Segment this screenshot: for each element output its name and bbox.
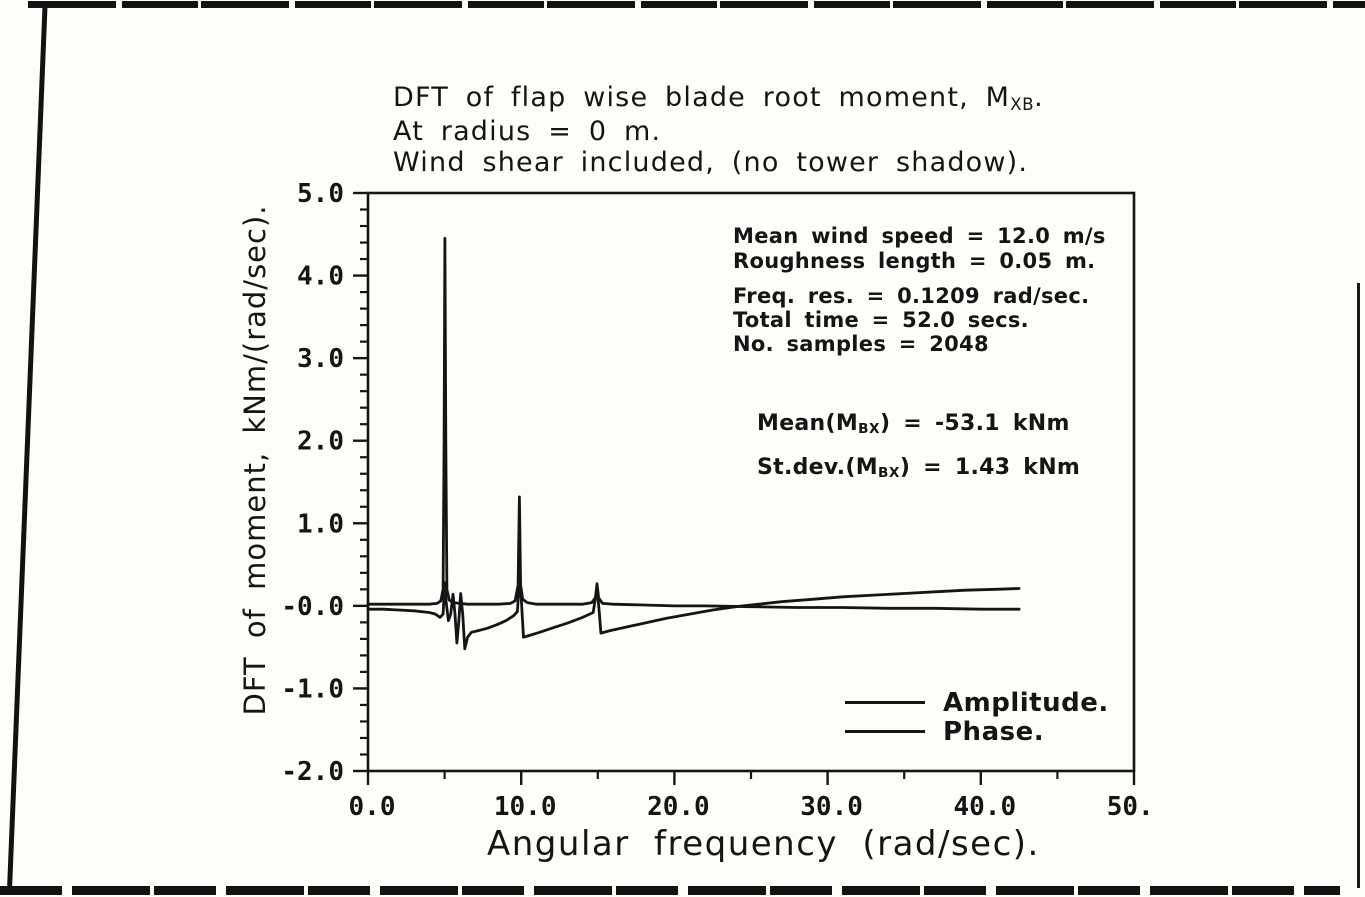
phase-line-sample <box>845 730 925 733</box>
dft-parameters-annotation: Freq. res. = 0.1209 rad/sec. Total time … <box>733 284 1089 356</box>
legend-label-amplitude: Amplitude. <box>943 687 1109 718</box>
y-tick-label: -2.0 <box>281 757 344 787</box>
wind-parameters-annotation: Mean wind speed = 12.0 m/s Roughness len… <box>733 224 1106 274</box>
y-tick-label: 1.0 <box>297 509 344 539</box>
title-line-1: DFT of flap wise blade root moment, MXB. <box>393 82 1044 114</box>
y-tick-label: 3.0 <box>297 344 344 374</box>
y-tick-label: -0.0 <box>281 592 344 622</box>
plot-frame <box>366 191 1136 773</box>
legend-item-phase: Phase. <box>845 716 1109 747</box>
scan-edge-left <box>7 5 48 891</box>
x-tick-label: 40.0 <box>953 792 1016 822</box>
x-tick-label: 50.0 <box>1107 792 1150 822</box>
annotation-line: No. samples = 2048 <box>733 332 989 356</box>
scan-edge-right <box>1357 283 1360 888</box>
plot-area: 5.0 4.0 3.0 2.0 1.0 -0.0 -1.0 -2.00.0 10.0 20.0 30… <box>281 180 1150 822</box>
x-tick-label: 0.0 <box>349 792 396 822</box>
legend-label-phase: Phase. <box>943 716 1045 747</box>
annotation-line: Mean wind speed = 12.0 m/s <box>733 224 1106 248</box>
title-line-2: At radius = 0 m. <box>393 116 662 147</box>
legend-item-amplitude: Amplitude. <box>845 687 1109 718</box>
title-line-3: Wind shear included, (no tower shadow). <box>393 147 1029 178</box>
series-phase <box>366 577 1021 651</box>
chart-title: DFT of flap wise blade root moment, MXB.… <box>393 82 1044 178</box>
x-tick-label: 10.0 <box>494 792 557 822</box>
y-tick-label: -1.0 <box>281 674 344 704</box>
scan-edge-bottom <box>0 886 1340 895</box>
annotation-line: Total time = 52.0 secs. <box>733 308 1029 332</box>
annotation-line: Freq. res. = 0.1209 rad/sec. <box>733 284 1090 308</box>
mean-value-annotation: Mean(MBX) = -53.1 kNm <box>757 411 1070 437</box>
legend: Amplitude. Phase. <box>845 687 1109 747</box>
stdev-value-annotation: St.dev.(MBX) = 1.43 kNm <box>757 455 1081 481</box>
amplitude-line-sample <box>845 701 925 704</box>
y-tick-label: 2.0 <box>297 427 344 457</box>
x-tick-label: 30.0 <box>800 792 863 822</box>
y-tick-label: 4.0 <box>297 262 344 292</box>
x-axis-title: Angular frequency (rad/sec). <box>487 824 1040 864</box>
y-axis-title: DFT of moment, kNm/(rad/sec). <box>238 204 272 716</box>
x-tick-label: 20.0 <box>647 792 710 822</box>
annotation-line: Roughness length = 0.05 m. <box>733 249 1096 273</box>
y-tick-label: 5.0 <box>297 180 344 209</box>
scan-edge-top <box>28 1 1365 8</box>
